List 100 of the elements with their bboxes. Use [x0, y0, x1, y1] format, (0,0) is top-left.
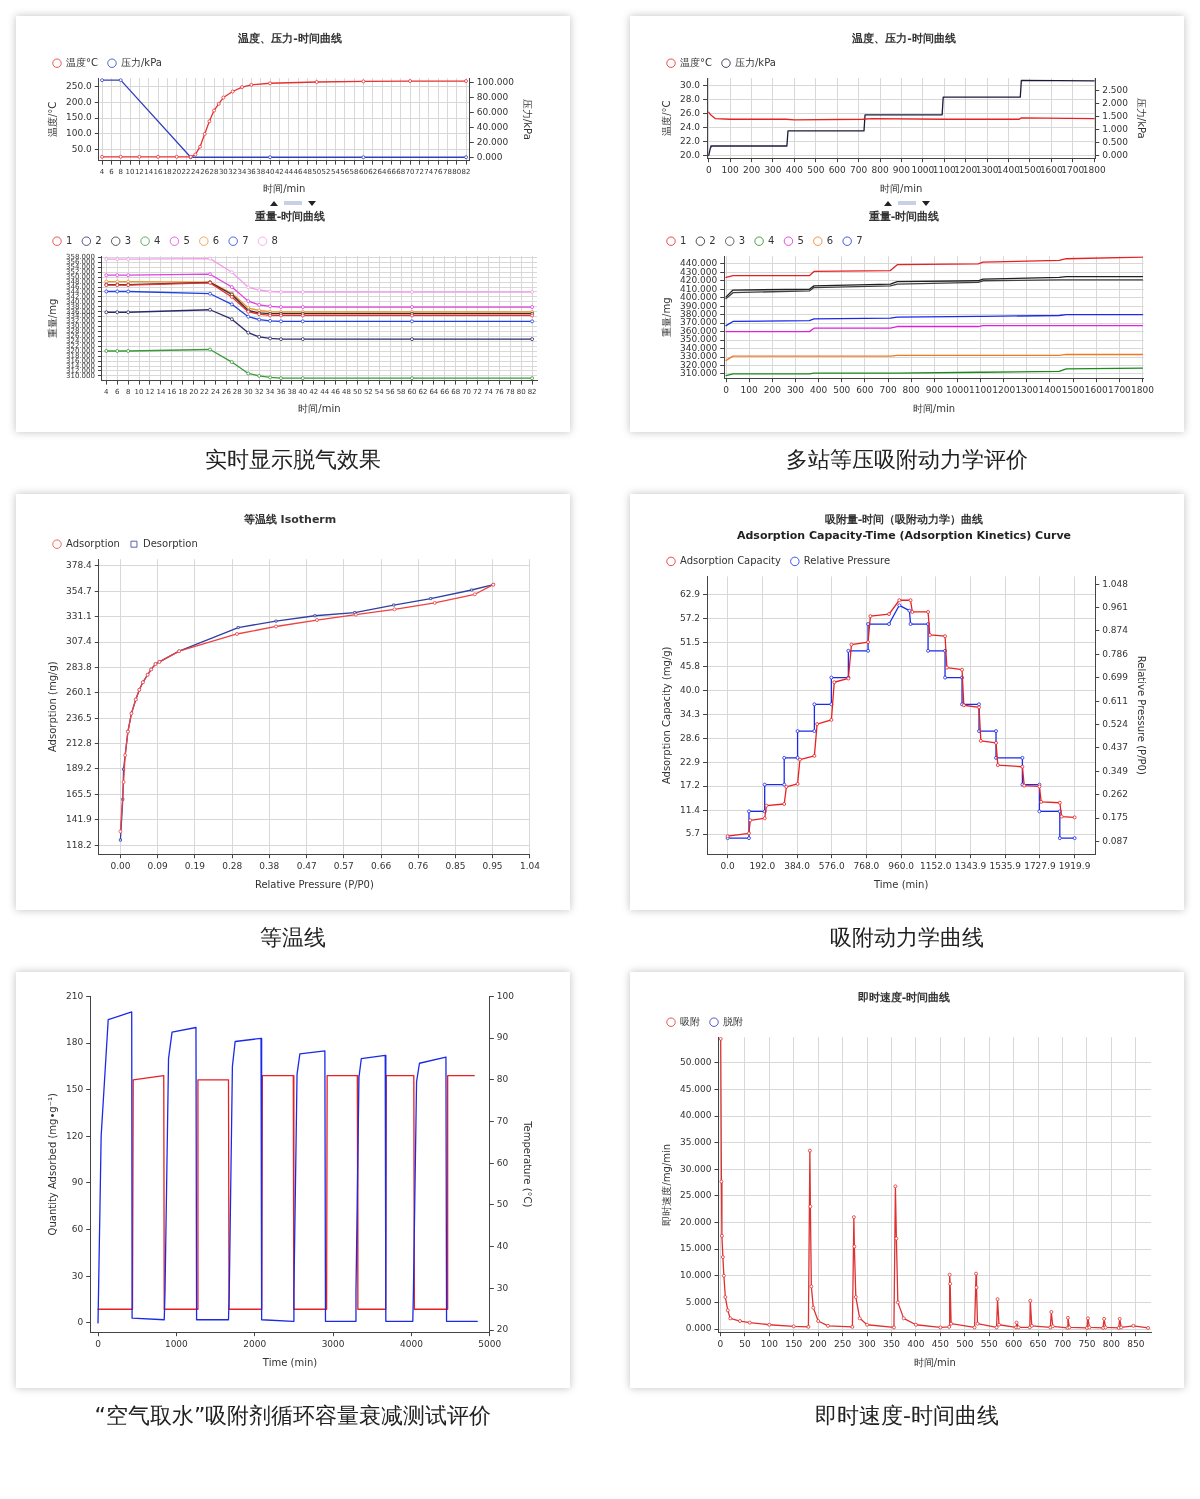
- y-tick-label: 28.6: [679, 732, 701, 743]
- y-tick-label: 331.1: [66, 610, 92, 621]
- x-tick-label: 100: [760, 1338, 779, 1349]
- legend-label: 温度°C: [66, 56, 98, 68]
- x-tick-label: 768.0: [853, 860, 880, 871]
- x-tick-label: 0.00: [110, 860, 131, 871]
- x-tick-label: 1300: [975, 164, 999, 175]
- y-tick-label: 5.000: [685, 1296, 712, 1307]
- x-tick-label: 750: [1078, 1338, 1096, 1349]
- y-tick-label: 370.000: [680, 317, 718, 328]
- y-tick-label: 15.000: [679, 1242, 712, 1253]
- legend-label: 2: [95, 234, 102, 246]
- x-tick-label: 400: [785, 164, 804, 175]
- y-tick-label: 340.000: [680, 342, 718, 353]
- y-axis-title: 重量/mg: [46, 298, 58, 339]
- y2-tick-label: 70: [496, 1115, 509, 1126]
- y-tick-label: 22.0: [679, 135, 701, 146]
- x-tick-label: 100: [740, 384, 759, 395]
- x-tick-label: 3000: [321, 1338, 345, 1349]
- y2-tick-label: 0.500: [1102, 136, 1129, 147]
- y2-tick-label: 0.786: [1102, 648, 1129, 659]
- text: 即时速度-时间曲线: [815, 1403, 999, 1428]
- y2-tick-label: 100: [496, 990, 515, 1001]
- x-tick-label: 400: [907, 1338, 925, 1349]
- y-tick-label: 0: [77, 1316, 84, 1327]
- y-axis-title: 重量/mg: [660, 297, 672, 337]
- text: “空气取水”吸附剂循环容量衰减测试评价: [94, 1403, 492, 1428]
- y2-tick-label: 20.000: [476, 136, 509, 147]
- x-tick-label: 300: [764, 164, 782, 175]
- x-tick-label: 350: [882, 1338, 901, 1349]
- y-tick-label: 400.000: [680, 292, 718, 303]
- y-axis-title: Adsorption Capacity (mg/g): [660, 645, 672, 784]
- y-tick-label: 60: [71, 1223, 84, 1234]
- y2-tick-label: 80.000: [476, 91, 509, 102]
- legend-label: 5: [797, 234, 804, 246]
- y2-tick-label: 100.000: [476, 76, 515, 87]
- y2-tick-label: 60: [496, 1157, 509, 1168]
- legend-label: 5: [183, 234, 190, 246]
- x-tick-label: 1919.9: [1058, 860, 1091, 871]
- legend-label: 7: [856, 234, 863, 246]
- x-tick-label: 700: [1053, 1338, 1072, 1349]
- x-tick-label: 0.47: [296, 860, 317, 871]
- y-tick-label: 212.8: [66, 737, 93, 748]
- y-tick-label: 50.000: [679, 1056, 712, 1067]
- y2-tick-label: 0.087: [1102, 835, 1128, 846]
- y-tick-label: 118.2: [66, 839, 92, 850]
- y-tick-label: 200.0: [66, 96, 93, 107]
- y-tick-label: 11.4: [679, 804, 701, 815]
- x-tick-label: 850: [1127, 1338, 1145, 1349]
- x-tick-label: 1343.9: [954, 860, 987, 871]
- y2-tick-label: 1.048: [1102, 578, 1129, 589]
- legend-label: 1: [680, 234, 687, 246]
- text: 等温线: [260, 925, 326, 950]
- y-tick-label: 189.2: [66, 762, 92, 773]
- y-axis-title: Adsorption (mg/g): [46, 660, 58, 752]
- x-tick-label: 0: [723, 384, 730, 395]
- legend-label: 温度°C: [680, 56, 712, 68]
- x-tick-label: 600: [856, 384, 874, 395]
- x-tick-label: 960.0: [888, 860, 915, 871]
- y-tick-label: 120: [65, 1130, 84, 1141]
- x-tick-label: 0.38: [259, 860, 280, 871]
- chart-title: 重量-时间曲线: [253, 210, 326, 224]
- y2-tick-label: 30: [496, 1282, 509, 1293]
- y-tick-label: 307.4: [66, 636, 93, 646]
- x-tick-label: 1535.9: [989, 860, 1022, 871]
- y-tick-label: 40.000: [679, 1109, 712, 1120]
- y2-axis-title: 压力/kPa: [522, 98, 534, 140]
- x-axis-title: 时间/min: [913, 1356, 956, 1368]
- x-tick-label: 1100: [969, 384, 993, 395]
- y-tick-label: 22.9: [679, 756, 701, 766]
- y-tick-label: 210: [65, 990, 84, 1001]
- x-tick-label: 550: [980, 1338, 999, 1349]
- x-tick-label: 650: [1029, 1338, 1047, 1349]
- y2-tick-label: 0.262: [1102, 788, 1128, 799]
- x-tick-label: 500: [807, 164, 825, 175]
- x-axis-title: 时间/min: [298, 402, 341, 414]
- y-tick-label: 90: [71, 1176, 84, 1187]
- y-tick-label: 150: [65, 1083, 84, 1094]
- text: 吸附动力学曲线: [830, 925, 984, 950]
- y-tick-label: 28.0: [679, 94, 701, 105]
- x-tick-label: 1600: [1084, 384, 1108, 395]
- x-tick-label: 1000: [164, 1338, 189, 1349]
- y-tick-label: 40.0: [679, 684, 701, 695]
- y2-axis-title: Relative Pressure (P/P0): [1136, 655, 1148, 775]
- x-tick-label: 0.66: [371, 860, 392, 871]
- x-tick-label: 1.04: [519, 860, 541, 871]
- y-tick-label: 165.5: [66, 788, 92, 799]
- legend-label: 脱附: [723, 1015, 743, 1027]
- y-tick-label: 30: [71, 1270, 84, 1281]
- y-tick-label: 310.000: [680, 368, 718, 379]
- y-tick-label: 283.8: [66, 661, 93, 672]
- x-tick-label: 1700: [1061, 164, 1085, 175]
- y-tick-label: 350.000: [680, 334, 718, 345]
- y-tick-label: 420.000: [680, 275, 718, 286]
- x-tick-label: 100: [721, 164, 740, 175]
- legend-label: Desorption: [142, 537, 198, 549]
- x-tick-label: 150: [785, 1338, 803, 1349]
- x-tick-label: 1300: [1015, 384, 1039, 395]
- y-tick-label: 100.0: [66, 128, 93, 139]
- y2-tick-label: 2.500: [1102, 84, 1129, 95]
